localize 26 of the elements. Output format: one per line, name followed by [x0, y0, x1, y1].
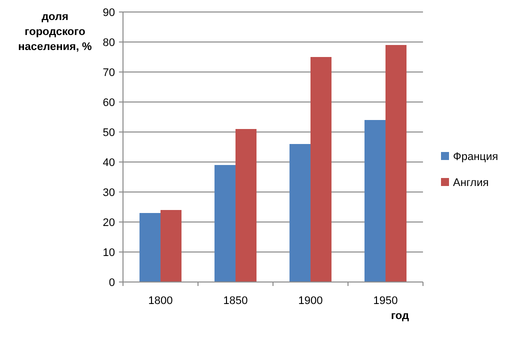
bar [140, 213, 160, 282]
legend-label: Англия [453, 176, 489, 189]
bar [290, 144, 310, 282]
x-tick-label: 1850 [223, 295, 248, 307]
y-tick-label: 60 [102, 96, 115, 109]
x-tick-label: 1800 [148, 295, 173, 307]
y-tick-label: 90 [102, 6, 115, 19]
y-tick-label: 70 [102, 66, 115, 79]
x-axis-title: год [391, 310, 410, 322]
y-tick-label: 50 [102, 126, 115, 139]
y-axis-title: доля городского населения, % [18, 11, 92, 53]
y-tick-label: 80 [102, 36, 115, 49]
y-tick-label: 40 [102, 156, 115, 169]
bar [160, 210, 182, 282]
bar [236, 129, 256, 282]
bar [310, 57, 332, 282]
legend-label: Франция [453, 150, 498, 163]
y-tick-label: 20 [102, 216, 115, 229]
bar [386, 45, 406, 282]
bar [214, 165, 236, 282]
y-tick-label: 10 [102, 246, 115, 259]
y-tick-label: 0 [108, 276, 115, 289]
x-tick-label: 1900 [298, 295, 323, 307]
x-tick-label: 1950 [373, 295, 398, 307]
bar [364, 120, 386, 282]
y-tick-label: 30 [102, 186, 115, 199]
